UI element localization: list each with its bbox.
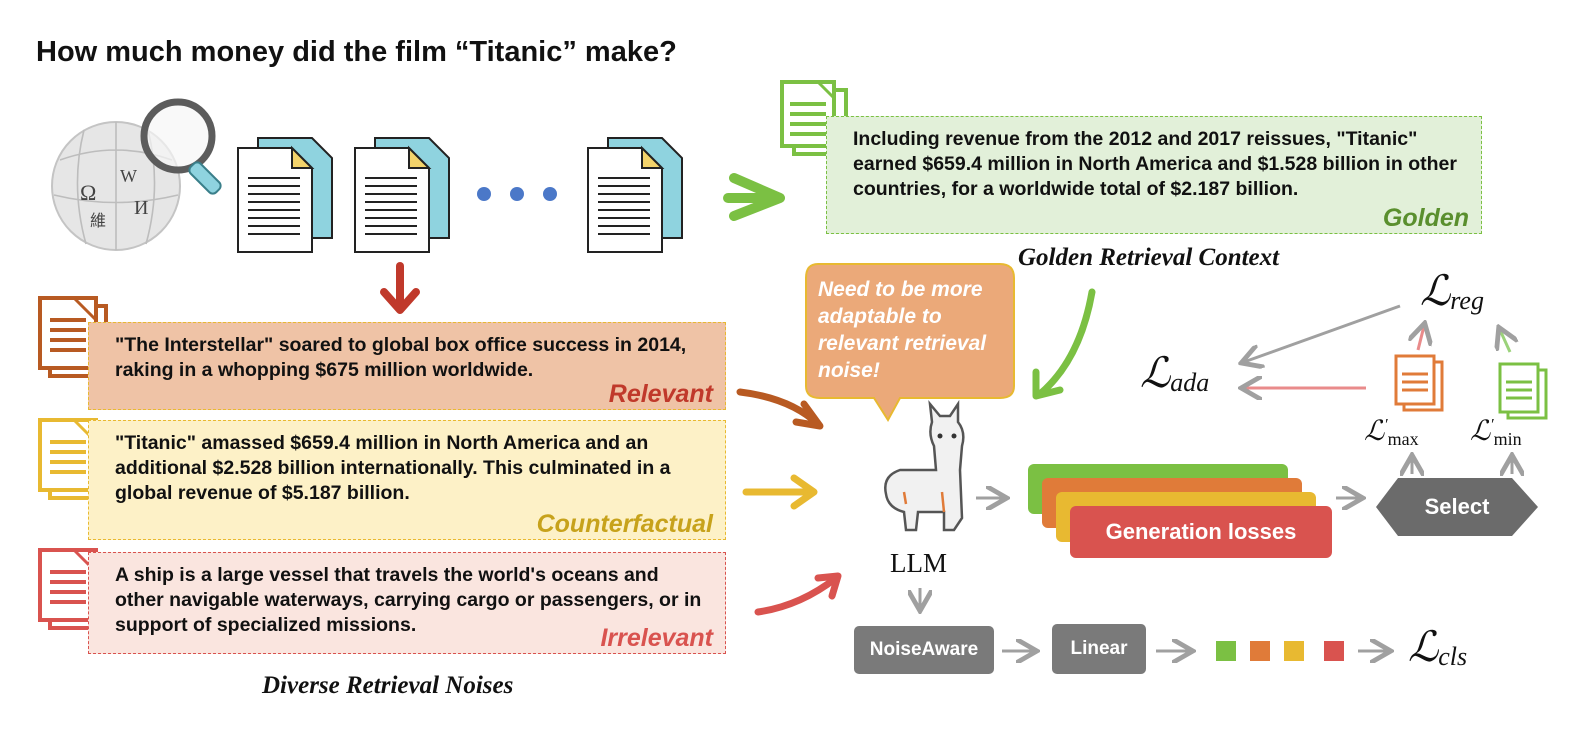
ellipsis-dot [510,187,524,201]
select-label: Select [1424,494,1490,519]
llm-label: LLM [890,548,947,578]
golden-caption: Golden Retrieval Context [1018,244,1280,271]
noises-caption: Diverse Retrieval Noises [262,672,514,699]
svg-text:Ω: Ω [80,180,96,205]
irrelevant-noise-box: A ship is a large vessel that travels th… [88,552,726,654]
arrow-golden-to-llm [1036,288,1096,398]
loss-min: ℒ′min [1470,416,1522,449]
svg-text:И: И [134,197,148,219]
golden-context-box: Including revenue from the 2012 and 2017… [826,116,1482,234]
golden-tag: Golden [1382,204,1469,232]
loss-reg: ℒreg [1420,269,1484,315]
relevant-tag: Relevant [608,380,713,408]
golden-context-text: Including revenue from the 2012 and 2017… [853,128,1457,200]
linear-box: Linear [1052,624,1146,674]
max-document-icon [1394,354,1444,412]
loss-max: ℒ′max [1364,416,1419,449]
document-icon [587,137,683,253]
counterfactual-noise-box: "Titanic" amassed $659.4 million in Nort… [88,420,726,540]
loss-ada: ℒada [1140,351,1210,397]
irrelevant-tag: Irrelevant [600,624,713,652]
speech-bubble [805,263,1015,422]
svg-text:維: 維 [90,212,106,230]
loss-cls: ℒcls [1408,625,1468,671]
svg-text:W: W [120,166,137,186]
counterfactual-tag: Counterfactual [536,510,713,538]
select-hexagon [1376,478,1538,536]
class-square-red [1324,641,1344,661]
generation-losses-label: Generation losses [1105,519,1297,544]
relevant-noise-text: "The Interstellar" soared to global box … [115,334,687,381]
class-square-green [1216,641,1236,661]
ellipsis-dot [477,187,491,201]
document-icon [237,137,333,253]
speech-bubble-text: Need to be more adaptable to relevant re… [818,278,987,382]
class-square-orange [1250,641,1270,661]
class-square-yellow [1284,641,1304,661]
llama-icon [884,399,965,532]
counterfactual-noise-text: "Titanic" amassed $659.4 million in Nort… [115,432,671,504]
question-title: How much money did the film “Titanic” ma… [36,36,677,68]
noiseaware-box: NoiseAware [854,626,994,674]
relevant-noise-box: "The Interstellar" soared to global box … [88,322,726,410]
min-document-icon [1498,362,1548,420]
arrow-irrelevant [754,574,840,616]
irrelevant-noise-text: A ship is a large vessel that travels th… [115,564,702,636]
document-icon [354,137,450,253]
ellipsis-dot [543,187,557,201]
magnifier-icon [140,98,222,195]
loss-card-red [1070,506,1332,558]
